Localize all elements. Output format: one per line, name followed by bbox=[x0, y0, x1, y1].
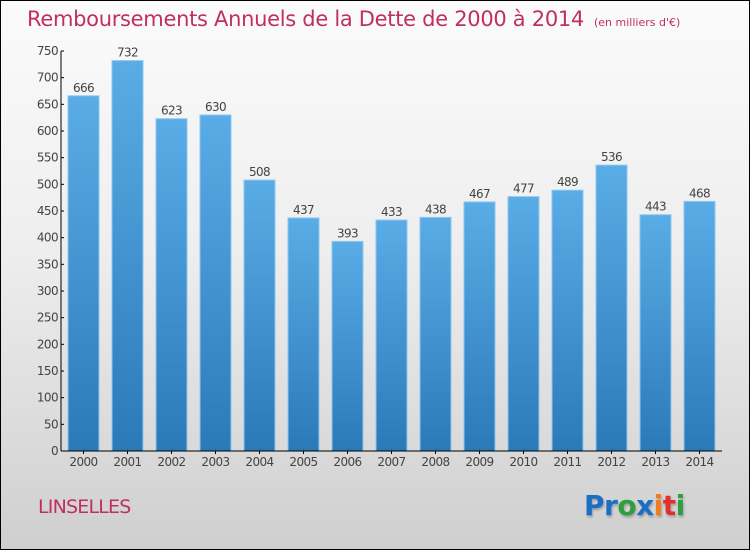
value-label-2008: 438 bbox=[425, 202, 446, 216]
y-tick-label-50: 50 bbox=[44, 417, 58, 431]
y-tick-label-550: 550 bbox=[37, 151, 58, 165]
x-tick-label-2013: 2013 bbox=[641, 455, 669, 469]
x-tick-label-2014: 2014 bbox=[685, 455, 713, 469]
y-tick-label-150: 150 bbox=[37, 364, 58, 378]
value-label-2004: 508 bbox=[249, 165, 270, 179]
x-tick-label-2002: 2002 bbox=[157, 455, 185, 469]
bar-2003 bbox=[199, 114, 232, 452]
title-main: Remboursements Annuels de la Dette de 20… bbox=[27, 7, 584, 31]
bar-2000 bbox=[67, 95, 100, 452]
bar-2011 bbox=[551, 189, 584, 452]
y-axis: 0 50 100 150 200 250 300 350 400 450 500 550 600 650 7… bbox=[37, 44, 64, 458]
y-tick-label-200: 200 bbox=[37, 337, 58, 351]
value-label-2002: 623 bbox=[161, 104, 182, 118]
value-label-2013: 443 bbox=[645, 200, 666, 214]
logo-letter: i bbox=[653, 489, 664, 522]
x-tick-label-2008: 2008 bbox=[421, 455, 449, 469]
title-unit: (en milliers d'€) bbox=[594, 16, 681, 29]
bar-2013 bbox=[639, 214, 672, 452]
x-tick-label-2009: 2009 bbox=[465, 455, 493, 469]
value-label-2000: 666 bbox=[73, 81, 94, 95]
value-label-2005: 437 bbox=[293, 203, 314, 217]
bar-2001 bbox=[111, 60, 144, 452]
bar-2010 bbox=[507, 196, 540, 452]
value-label-2009: 467 bbox=[469, 187, 490, 201]
bar-2008 bbox=[419, 216, 452, 452]
bar-2007 bbox=[375, 219, 408, 452]
logo-letter: r bbox=[604, 489, 618, 522]
y-tick-label-600: 600 bbox=[37, 124, 58, 138]
value-label-2003: 630 bbox=[205, 100, 226, 114]
logo-letter: i bbox=[675, 489, 686, 522]
y-tick-label-350: 350 bbox=[37, 257, 58, 271]
x-tick-label-2003: 2003 bbox=[201, 455, 229, 469]
y-tick-label-300: 300 bbox=[37, 284, 58, 298]
x-tick-label-2000: 2000 bbox=[69, 455, 97, 469]
x-tick-label-2005: 2005 bbox=[289, 455, 317, 469]
logo-letter: t bbox=[662, 489, 676, 522]
chart-title: Remboursements Annuels de la Dette de 20… bbox=[27, 7, 680, 31]
x-tick-label-2001: 2001 bbox=[113, 455, 141, 469]
bar-2005 bbox=[287, 217, 320, 452]
x-tick-label-2006: 2006 bbox=[333, 455, 361, 469]
y-tick-label-700: 700 bbox=[37, 71, 58, 85]
value-label-2007: 433 bbox=[381, 205, 402, 219]
x-tick-label-2004: 2004 bbox=[245, 455, 273, 469]
x-tick-label-2010: 2010 bbox=[509, 455, 537, 469]
logo-letter: o bbox=[617, 489, 637, 522]
logo-letter: P bbox=[584, 489, 605, 522]
bar-2002 bbox=[155, 118, 188, 452]
bar-2006 bbox=[331, 240, 364, 452]
value-label-2012: 536 bbox=[601, 150, 622, 164]
y-tick-label-750: 750 bbox=[37, 44, 58, 58]
value-label-2011: 489 bbox=[557, 175, 578, 189]
value-label-2001: 732 bbox=[117, 46, 138, 60]
y-tick-label-0: 0 bbox=[51, 444, 58, 458]
bar-2004 bbox=[243, 179, 276, 452]
y-tick-label-400: 400 bbox=[37, 231, 58, 245]
y-tick-label-100: 100 bbox=[37, 391, 58, 405]
x-axis: 2000 2001 2002 2003 2004 2005 2006 2007 2008 2009… bbox=[61, 450, 722, 469]
x-tick-label-2011: 2011 bbox=[553, 455, 581, 469]
value-labels-group: 666 732 623 630 508 437 393 433 438 467 477 489 536 4… bbox=[73, 46, 711, 241]
value-label-2010: 477 bbox=[513, 182, 534, 196]
bar-2014 bbox=[683, 200, 716, 452]
bar-2009 bbox=[463, 201, 496, 452]
x-tick-label-2012: 2012 bbox=[597, 455, 625, 469]
y-tick-label-450: 450 bbox=[37, 204, 58, 218]
bars-group bbox=[67, 60, 716, 452]
y-tick-label-250: 250 bbox=[37, 311, 58, 325]
value-label-2006: 393 bbox=[337, 226, 358, 240]
city-name: LINSELLES bbox=[38, 496, 131, 518]
bar-2012 bbox=[595, 164, 628, 452]
value-label-2014: 468 bbox=[689, 186, 710, 200]
proxiti-logo[interactable]: Proxiti bbox=[584, 489, 685, 522]
logo-letter: x bbox=[636, 489, 654, 522]
y-tick-label-500: 500 bbox=[37, 177, 58, 191]
x-tick-label-2007: 2007 bbox=[377, 455, 405, 469]
y-tick-label-650: 650 bbox=[37, 97, 58, 111]
